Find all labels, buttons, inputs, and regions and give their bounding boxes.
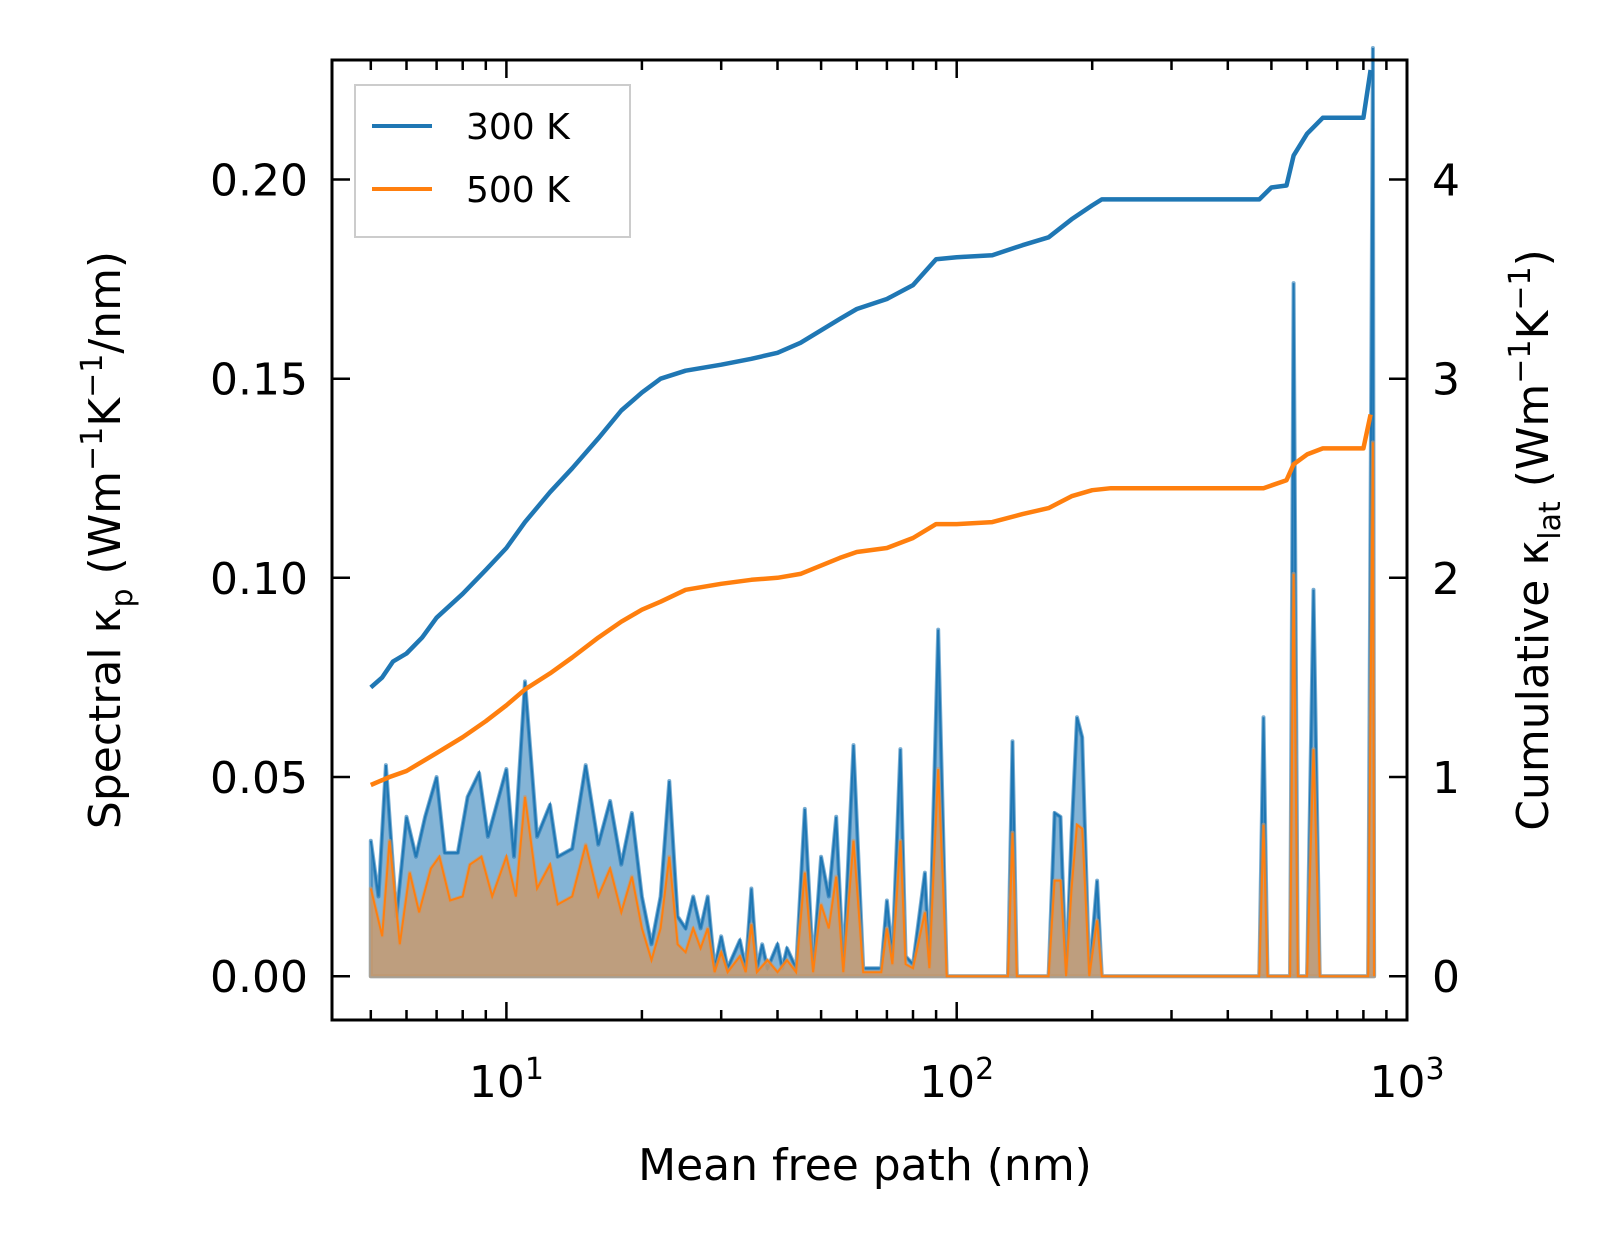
cumulative-line-300k [369, 69, 1373, 690]
tick-layer: 101 102 103 0.00 0.05 0.10 0.15 0.20 0 1 2 3 4 [210, 60, 1460, 1108]
cumulative-line-500k [369, 414, 1373, 788]
x-tick-label: 103 [1369, 1052, 1444, 1108]
spectral-fill-layer [368, 46, 1377, 979]
y-left-tick-label: 0.10 [210, 554, 308, 605]
y-left-tick-label: 0.00 [210, 952, 308, 1003]
y-axis-right-title: Cumulative κlat (Wm−1K−1) [1503, 249, 1568, 831]
y-left-tick-label: 0.05 [210, 753, 308, 804]
y-left-tick-label: 0.15 [210, 355, 308, 406]
legend-label-500k: 500 K [466, 170, 571, 211]
plot-frame [330, 58, 1409, 1022]
legend-frame [354, 84, 631, 238]
y-axis-left-title: Spectral κp (Wm−1K−1/nm) [75, 251, 140, 829]
spectral-line-500k [369, 442, 1376, 978]
y-right-tick-label: 1 [1432, 753, 1460, 804]
series-line-layer [369, 69, 1373, 788]
legend-label-300k: 300 K [466, 107, 571, 148]
y-left-tick-label: 0.20 [210, 156, 308, 207]
spectral-line-300k [369, 47, 1376, 978]
x-tick-label: 101 [469, 1052, 544, 1108]
y-right-tick-label: 2 [1432, 554, 1460, 605]
legend: 300 K 500 K [354, 84, 631, 238]
x-axis-title: Mean free path (nm) [638, 1140, 1092, 1191]
y-right-tick-label: 0 [1432, 952, 1460, 1003]
y-right-tick-label: 3 [1432, 355, 1460, 406]
y-right-tick-label: 4 [1432, 156, 1460, 207]
x-tick-label: 102 [919, 1052, 994, 1108]
